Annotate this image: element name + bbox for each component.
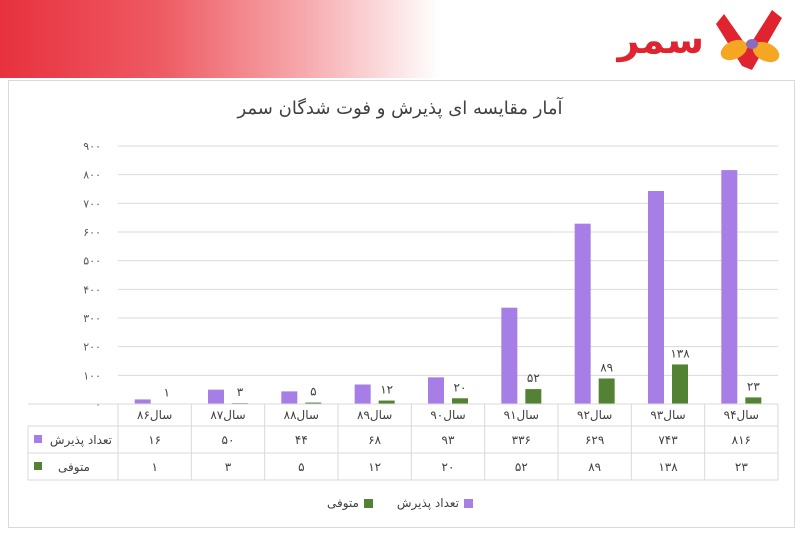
bar-admissions	[428, 377, 444, 404]
chart-title: آمار مقایسه ای پذیرش و فوت شدگان سمر	[237, 98, 563, 119]
bar-admissions	[354, 384, 371, 404]
bar-admissions	[281, 391, 298, 404]
y-tick-label: ۷۰۰	[83, 197, 101, 210]
y-tick-label: ۱۰۰	[83, 369, 101, 382]
x-tick-label: سال۹۱	[504, 408, 539, 422]
logo-mark-icon	[716, 10, 782, 70]
table-cell-deceased: ۱۲	[368, 460, 381, 474]
data-label-deceased: ۳	[237, 385, 244, 399]
data-label-deceased: ۵۲	[527, 371, 540, 385]
table-cell-deceased: ۵	[298, 460, 304, 474]
table-cell-admissions: ۹۳	[442, 433, 455, 447]
brand-name: سمر	[617, 18, 704, 62]
legend-label-deceased: متوفی	[327, 496, 359, 510]
table-cell-admissions: ۱۶	[148, 433, 161, 447]
x-tick-label: سال۹۰	[430, 408, 465, 422]
y-tick-label: ۹۰۰	[83, 140, 101, 153]
x-tick-label: سال۸۷	[210, 408, 245, 422]
data-label-deceased: ۲۰	[454, 380, 467, 394]
y-tick-label: ۲۰۰	[83, 341, 101, 354]
table-cell-deceased: ۱	[151, 460, 157, 474]
table-cell-admissions: ۴۴	[295, 433, 308, 447]
y-tick-label: ۴۰۰	[83, 283, 101, 296]
data-label-deceased: ۱۳۸	[670, 346, 690, 360]
bar-admissions	[501, 307, 518, 404]
bar-deceased	[525, 389, 542, 404]
table-swatch-deceased	[34, 462, 42, 470]
x-tick-label: سال۹۳	[650, 408, 685, 422]
data-label-deceased: ۱	[163, 386, 169, 400]
x-tick-label: سال۹۴	[724, 408, 759, 422]
bar-admissions	[134, 399, 151, 404]
table-cell-deceased: ۲۰	[442, 460, 455, 474]
table-swatch-admissions	[34, 435, 42, 443]
y-tick-label: ۸۰۰	[83, 169, 101, 182]
table-cell-admissions: ۳۳۶	[512, 433, 531, 447]
table-cell-admissions: ۶۲۹	[585, 433, 604, 447]
table-cell-deceased: ۸۹	[588, 460, 601, 474]
data-label-deceased: ۲۳	[747, 379, 760, 393]
legend-label-admissions: تعداد پذیرش	[396, 496, 459, 510]
bar-deceased	[745, 397, 762, 404]
table-cell-deceased: ۳	[225, 460, 232, 474]
table-cell-admissions: ۶۸	[368, 433, 381, 447]
legend-swatch-admissions	[464, 499, 473, 508]
x-tick-label: سال۸۹	[357, 408, 392, 422]
x-tick-label: سال۸۶	[137, 408, 172, 422]
y-tick-label: ۵۰۰	[83, 255, 101, 268]
chart-legend: تعداد پذیرش متوفی	[0, 496, 800, 510]
bar-deceased	[378, 400, 395, 404]
data-label-deceased: ۵	[310, 385, 316, 399]
legend-item-admissions: تعداد پذیرش	[397, 496, 473, 510]
y-tick-label: ۳۰۰	[83, 312, 101, 325]
table-cell-deceased: ۱۳۸	[658, 460, 678, 474]
table-cell-admissions: ۸۱۶	[732, 433, 751, 447]
bar-admissions	[721, 170, 738, 404]
brand-logo: سمر	[602, 0, 792, 78]
data-label-deceased: ۸۹	[600, 360, 613, 374]
table-row-header-deceased: متوفی	[58, 460, 90, 475]
y-tick-label: ۶۰۰	[83, 226, 101, 239]
table-row-header-admissions: تعداد پذیرش	[50, 433, 112, 448]
bar-admissions	[648, 191, 664, 404]
bar-deceased	[305, 402, 322, 404]
x-tick-label: سال۸۸	[284, 408, 319, 422]
legend-item-deceased: متوفی	[327, 496, 373, 510]
table-cell-deceased: ۲۳	[735, 460, 748, 474]
bar-deceased	[672, 364, 688, 404]
bar-admissions	[574, 223, 591, 404]
x-tick-label: سال۹۲	[577, 408, 612, 422]
table-cell-deceased: ۵۲	[515, 460, 528, 474]
bar-admissions	[208, 389, 224, 404]
table-cell-admissions: ۷۴۳	[658, 433, 678, 447]
bar-deceased	[452, 398, 468, 404]
data-label-deceased: ۱۲	[380, 383, 393, 397]
table-cell-admissions: ۵۰	[222, 433, 235, 447]
bar-deceased	[598, 378, 615, 404]
header-banner	[0, 0, 800, 78]
legend-swatch-deceased	[364, 499, 373, 508]
